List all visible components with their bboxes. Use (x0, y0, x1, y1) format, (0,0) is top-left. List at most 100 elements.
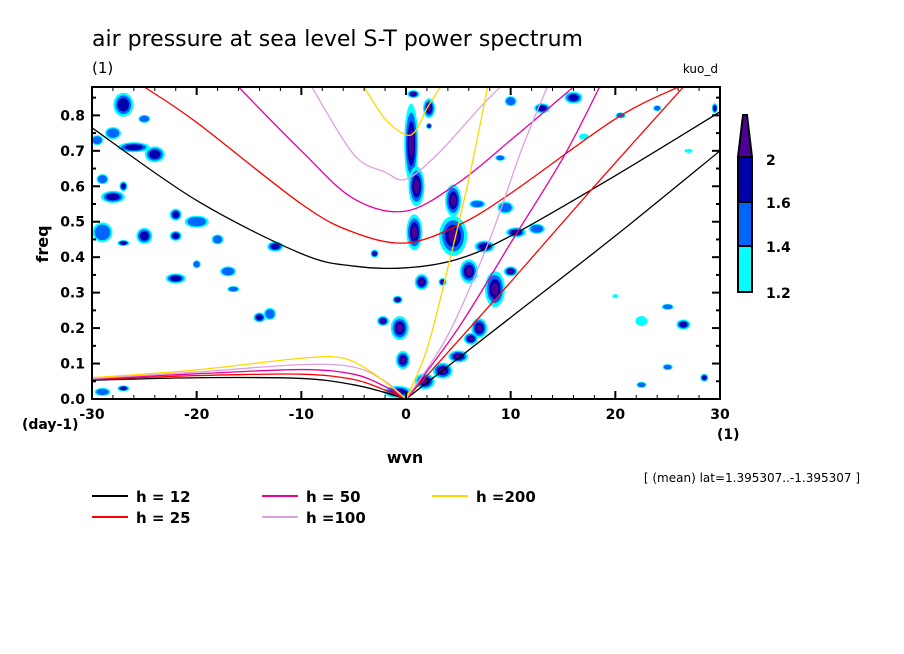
dispersion-curve-h25-ig (143, 87, 679, 244)
contour-blob (256, 314, 263, 321)
y-tick-label: 0.3 (60, 286, 85, 302)
contour-blob (221, 267, 235, 276)
contour-blob (139, 231, 149, 241)
contour-blob (228, 286, 238, 292)
colorbar-segment (737, 156, 753, 203)
x-axis-label: wvn (387, 448, 424, 467)
contour-blob (396, 324, 403, 333)
contour-blob (193, 261, 200, 268)
contour-blob (172, 211, 180, 218)
contour-blob (468, 336, 474, 341)
contour-blob (413, 179, 420, 194)
contour-blob (265, 309, 275, 319)
contour-blob (270, 243, 280, 250)
dispersion-curve-h50-kelvin (405, 87, 601, 399)
contour-blob (411, 226, 418, 239)
dispersion-curve-h12-kelvin (405, 150, 720, 399)
contour-blob (97, 175, 108, 184)
plot-area (91, 86, 721, 400)
colorbar-segment (737, 245, 753, 293)
axis-ticks (91, 87, 721, 400)
colorbar-label: 1.4 (766, 240, 791, 256)
contour-blob (373, 252, 377, 256)
contour-blob (505, 97, 516, 106)
contour-blob (491, 282, 499, 296)
contour-blob (465, 267, 472, 276)
contour-blob (149, 149, 161, 159)
contour-blob (124, 144, 143, 151)
contour-blob (400, 356, 406, 364)
lat-annotation: [ (mean) lat=1.395307..-1.395307 ] (644, 471, 860, 485)
y-tick-labels: 0.0 0.1 0.2 0.3 0.4 0.5 0.6 0.7 0.8 (60, 108, 85, 408)
contour-blob (635, 316, 648, 326)
dispersion-curve-h50-rossby (92, 368, 407, 399)
contour-blob (120, 386, 127, 391)
x-tick-label: 20 (606, 407, 626, 423)
units-label: (1) (92, 59, 113, 77)
contour-blob (450, 195, 456, 206)
contour-blob (187, 217, 207, 227)
dispersion-curve-h25-kelvin (405, 87, 684, 399)
colorbar-segment (737, 201, 753, 247)
contour-blob (117, 98, 129, 112)
contour-blob (568, 94, 579, 101)
colorbar-label: 1.2 (766, 286, 791, 302)
legend-label: h =200 (476, 488, 536, 506)
dispersion-curve-h100-ig (311, 87, 501, 181)
contour-blob (120, 241, 127, 245)
contour-blob (419, 279, 425, 285)
contour-blob (139, 115, 150, 123)
y-tick-label: 0.6 (60, 179, 85, 195)
contour-blob (662, 304, 673, 310)
x-tick-label: 30 (710, 407, 730, 423)
y-tick-label: 0.4 (60, 250, 85, 266)
contour-blob (476, 324, 482, 332)
legend-label: h =100 (306, 509, 366, 527)
dispersion-curve-h200-kelvin (405, 87, 489, 399)
contour-blob (663, 364, 672, 370)
contour-blob (411, 92, 416, 96)
colorbar: 1.2 1.4 1.6 2 (736, 114, 791, 302)
contour-blob (96, 388, 109, 396)
colorbar-label: 1.6 (766, 196, 791, 212)
contour-blob (395, 298, 400, 302)
dataset-label: kuo_d (683, 62, 718, 76)
contour-blob (470, 200, 484, 208)
y-tick-label: 0.1 (60, 357, 85, 373)
contour-blob (508, 269, 514, 274)
x-tick-label: 10 (501, 407, 521, 423)
dispersion-curves (92, 87, 720, 399)
dispersion-curve-h100-rossby (92, 363, 407, 399)
contour-blob (612, 294, 619, 299)
power-contours (92, 90, 718, 398)
contour-blob (679, 321, 688, 328)
legend-label: h = 12 (136, 488, 191, 506)
x-tick-label: 0 (401, 407, 411, 423)
chart-title: air pressure at sea level S-T power spec… (92, 27, 583, 52)
dispersion-curve-h200-ig (363, 87, 442, 137)
dispersion-curve-h25-rossby (92, 373, 407, 399)
contour-blob (380, 319, 386, 323)
contour-blob (654, 105, 661, 111)
legend: h = 12 h = 25 h = 50 h =100 h =200 (92, 488, 536, 527)
contour-blob (92, 136, 102, 145)
dispersion-curve-h12-ig (92, 111, 720, 270)
contour-blob (212, 235, 223, 244)
y-tick-label: 0.8 (60, 108, 85, 124)
contour-blob (637, 382, 646, 388)
y-tick-label: 0.0 (60, 392, 85, 408)
colorbar-label: 2 (766, 153, 776, 169)
contour-blob (106, 128, 120, 138)
dispersion-curve-h100-kelvin (405, 87, 548, 399)
contour-blob (94, 224, 111, 241)
y-tick-label: 0.7 (60, 144, 85, 160)
dispersion-curve-h200-rossby (92, 355, 407, 399)
contour-blob (172, 233, 180, 239)
contour-blob (441, 280, 445, 284)
contour-blob (496, 155, 505, 161)
contour-blob (121, 183, 126, 190)
legend-label: h = 25 (136, 509, 191, 527)
y-units-label: (day-1) (22, 417, 79, 433)
y-axis-label: freq (33, 225, 52, 262)
